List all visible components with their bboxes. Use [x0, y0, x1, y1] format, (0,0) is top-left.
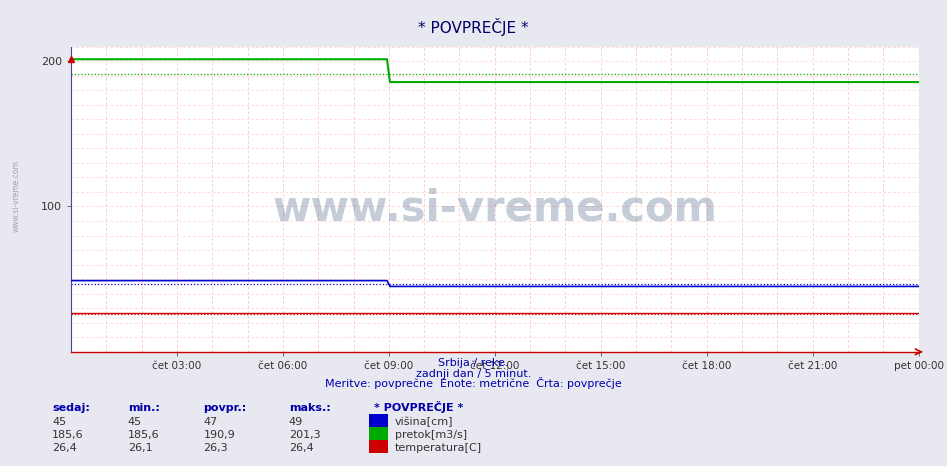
Text: 185,6: 185,6: [52, 430, 83, 440]
Text: povpr.:: povpr.:: [204, 403, 247, 413]
Text: * POVPREČJE *: * POVPREČJE *: [419, 18, 528, 36]
Text: 45: 45: [128, 417, 142, 427]
Text: temperatura[C]: temperatura[C]: [395, 443, 482, 453]
Text: www.si-vreme.com: www.si-vreme.com: [11, 160, 21, 232]
Text: min.:: min.:: [128, 403, 160, 413]
Text: 26,4: 26,4: [289, 443, 313, 453]
Text: sedaj:: sedaj:: [52, 403, 90, 413]
Text: Srbija / reke.: Srbija / reke.: [438, 358, 509, 368]
Text: 190,9: 190,9: [204, 430, 236, 440]
Text: 26,3: 26,3: [204, 443, 228, 453]
Text: 201,3: 201,3: [289, 430, 320, 440]
Text: * POVPREČJE *: * POVPREČJE *: [374, 401, 463, 413]
Text: 26,1: 26,1: [128, 443, 152, 453]
Text: 26,4: 26,4: [52, 443, 77, 453]
Text: Meritve: povprečne  Enote: metrične  Črta: povprečje: Meritve: povprečne Enote: metrične Črta:…: [325, 377, 622, 389]
Text: www.si-vreme.com: www.si-vreme.com: [273, 187, 717, 229]
Text: zadnji dan / 5 minut.: zadnji dan / 5 minut.: [416, 369, 531, 378]
Text: višina[cm]: višina[cm]: [395, 417, 454, 427]
Text: pretok[m3/s]: pretok[m3/s]: [395, 430, 467, 440]
Text: 45: 45: [52, 417, 66, 427]
Text: 185,6: 185,6: [128, 430, 159, 440]
Text: 47: 47: [204, 417, 218, 427]
Text: 49: 49: [289, 417, 303, 427]
Text: maks.:: maks.:: [289, 403, 331, 413]
